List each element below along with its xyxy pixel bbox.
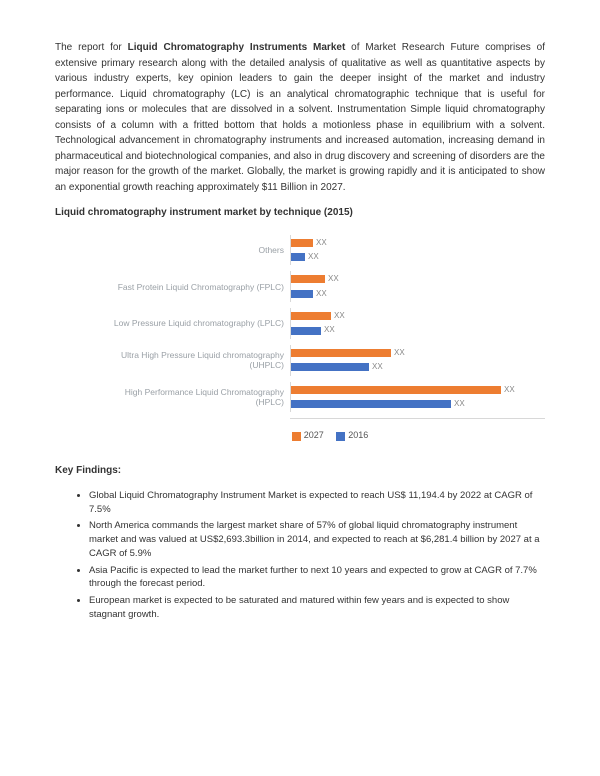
chart-legend: 2027 2016 — [105, 429, 545, 443]
legend-label-a: 2027 — [304, 430, 324, 440]
legend-swatch-a — [292, 432, 301, 441]
chart-bar-value: XX — [316, 288, 327, 300]
bar-chart: OthersXXXXFast Protein Liquid Chromatogr… — [105, 235, 545, 413]
chart-row: Low Pressure Liquid chromatography (LPLC… — [105, 308, 545, 339]
chart-row-label: Low Pressure Liquid chromatography (LPLC… — [105, 318, 290, 328]
chart-bar-value: XX — [334, 310, 345, 322]
chart-bar-value: XX — [394, 347, 405, 359]
chart-row-label: Others — [105, 245, 290, 255]
chart-bar-value: XX — [328, 273, 339, 285]
chart-bar-value: XX — [324, 324, 335, 336]
chart-container: OthersXXXXFast Protein Liquid Chromatogr… — [55, 235, 545, 444]
chart-bar — [291, 275, 325, 283]
chart-row-label: High Performance Liquid Chromatography (… — [105, 387, 290, 407]
chart-bar — [291, 386, 501, 394]
key-finding-item: North America commands the largest marke… — [89, 519, 545, 560]
chart-row: Ultra High Pressure Liquid chromatograph… — [105, 345, 545, 376]
key-findings-title: Key Findings: — [55, 463, 545, 479]
chart-row: Others XX XX — [105, 235, 545, 266]
chart-bar — [291, 253, 305, 261]
chart-row: Fast Protein Liquid Chromatography (FPLC… — [105, 271, 545, 302]
chart-bars-col: XXXX — [290, 271, 545, 302]
intro-bold: Liquid Chromatography Instruments Market — [128, 42, 346, 53]
key-finding-item: Global Liquid Chromatography Instrument … — [89, 489, 545, 517]
chart-bars-col: XX XX — [290, 345, 545, 376]
chart-bars-col: XX XX — [290, 235, 545, 266]
legend-swatch-b — [336, 432, 345, 441]
key-finding-item: European market is expected to be satura… — [89, 594, 545, 622]
chart-row-label: Fast Protein Liquid Chromatography (FPLC… — [105, 282, 290, 292]
chart-bar — [291, 327, 321, 335]
chart-bar-value: XX — [372, 361, 383, 373]
intro-post: of Market Research Future comprises of e… — [55, 42, 545, 193]
legend-label-b: 2016 — [348, 430, 368, 440]
chart-bar — [291, 312, 331, 320]
chart-bar — [291, 239, 313, 247]
chart-bar-value: XX — [308, 251, 319, 263]
chart-bar-value: XX — [454, 398, 465, 410]
chart-bar — [291, 290, 313, 298]
chart-bar — [291, 400, 451, 408]
chart-row-label: Ultra High Pressure Liquid chromatograph… — [105, 350, 290, 370]
chart-bar-value: XX — [504, 384, 515, 396]
chart-bar — [291, 349, 391, 357]
chart-bar-value: XX — [316, 237, 327, 249]
chart-bar — [291, 363, 369, 371]
chart-title: Liquid chromatography instrument market … — [55, 205, 545, 221]
chart-row: High Performance Liquid Chromatography (… — [105, 382, 545, 413]
chart-bars-col: XX XX — [290, 308, 545, 339]
intro-paragraph: The report for Liquid Chromatography Ins… — [55, 40, 545, 195]
key-finding-item: Asia Pacific is expected to lead the mar… — [89, 564, 545, 592]
chart-bars-col: XX XX — [290, 382, 545, 413]
intro-pre: The report for — [55, 42, 128, 53]
key-findings-list: Global Liquid Chromatography Instrument … — [55, 489, 545, 622]
chart-baseline — [290, 418, 545, 419]
